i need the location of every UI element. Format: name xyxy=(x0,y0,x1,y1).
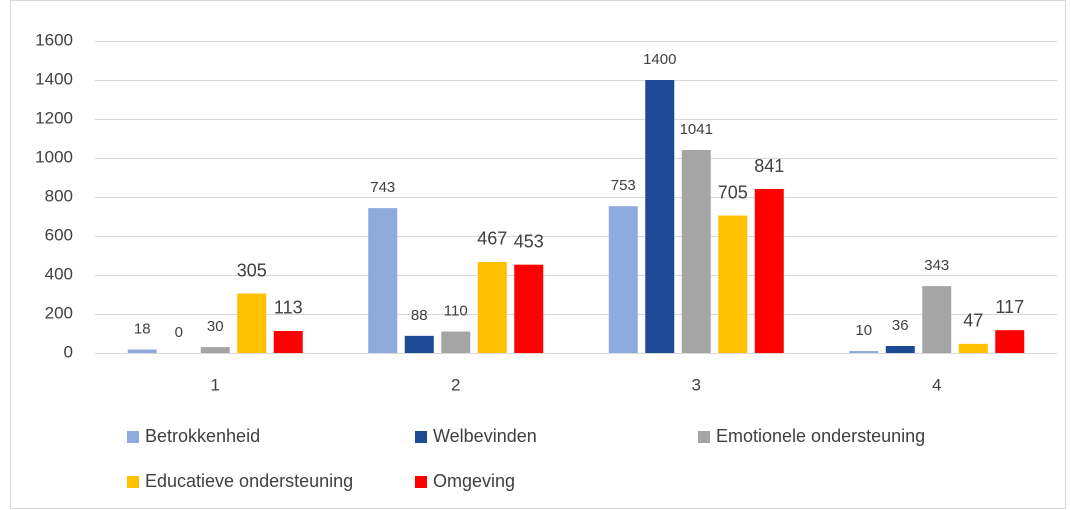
legend-label: Welbevinden xyxy=(433,426,537,446)
y-tick-label: 1400 xyxy=(35,69,73,88)
data-label: 36 xyxy=(892,317,909,334)
legend-swatch xyxy=(127,476,139,488)
bar xyxy=(681,150,711,353)
y-tick-label: 0 xyxy=(64,342,73,361)
bar xyxy=(237,293,267,353)
y-tick-label: 1200 xyxy=(35,108,73,127)
x-tick-label: 1 xyxy=(211,375,220,394)
data-label: 1400 xyxy=(643,51,676,68)
y-tick-label: 400 xyxy=(45,264,73,283)
chart-border xyxy=(10,0,1066,509)
data-label: 305 xyxy=(237,260,267,280)
x-tick-label: 2 xyxy=(451,375,460,394)
y-tick-label: 600 xyxy=(45,225,73,244)
data-label: 0 xyxy=(175,324,183,341)
bar xyxy=(514,264,544,353)
legend-swatch xyxy=(698,431,710,443)
bar xyxy=(922,286,952,353)
legend-label: Emotionele ondersteuning xyxy=(716,426,925,446)
data-label: 453 xyxy=(514,231,544,251)
x-tick-label: 3 xyxy=(692,375,701,394)
legend-label: Educatieve ondersteuning xyxy=(145,471,353,491)
data-label: 753 xyxy=(611,177,636,194)
bar xyxy=(477,261,507,353)
data-label: 113 xyxy=(274,298,303,318)
data-label: 88 xyxy=(411,307,428,324)
data-label: 47 xyxy=(963,311,983,331)
bar xyxy=(958,343,988,353)
bar xyxy=(849,351,879,353)
bar xyxy=(754,189,784,353)
bar xyxy=(441,331,471,353)
data-label: 117 xyxy=(995,297,1024,317)
y-tick-label: 200 xyxy=(45,303,73,322)
bar xyxy=(645,80,675,353)
x-tick-label: 4 xyxy=(932,375,941,394)
data-label: 841 xyxy=(754,156,784,176)
legend-label: Omgeving xyxy=(433,471,515,491)
data-label: 467 xyxy=(477,229,507,249)
y-tick-label: 1600 xyxy=(35,30,73,49)
data-label: 343 xyxy=(924,257,949,274)
bar xyxy=(608,206,638,353)
data-label: 110 xyxy=(444,303,468,320)
legend-swatch xyxy=(415,431,427,443)
bar xyxy=(718,215,748,353)
bar xyxy=(885,345,915,353)
bar xyxy=(200,347,230,353)
bar xyxy=(995,330,1025,353)
data-label: 705 xyxy=(718,182,748,202)
y-tick-label: 1000 xyxy=(35,147,73,166)
bar xyxy=(273,330,303,353)
data-label: 30 xyxy=(207,318,224,335)
legend-swatch xyxy=(127,431,139,443)
legend-swatch xyxy=(415,476,427,488)
bar xyxy=(127,349,157,353)
y-tick-label: 800 xyxy=(45,186,73,205)
legend-label: Betrokkenheid xyxy=(145,426,260,446)
data-label: 10 xyxy=(855,322,872,339)
data-label: 743 xyxy=(370,179,395,196)
bar xyxy=(404,335,434,353)
bar xyxy=(368,208,398,353)
data-label: 18 xyxy=(134,320,151,337)
data-label: 1041 xyxy=(680,121,713,138)
